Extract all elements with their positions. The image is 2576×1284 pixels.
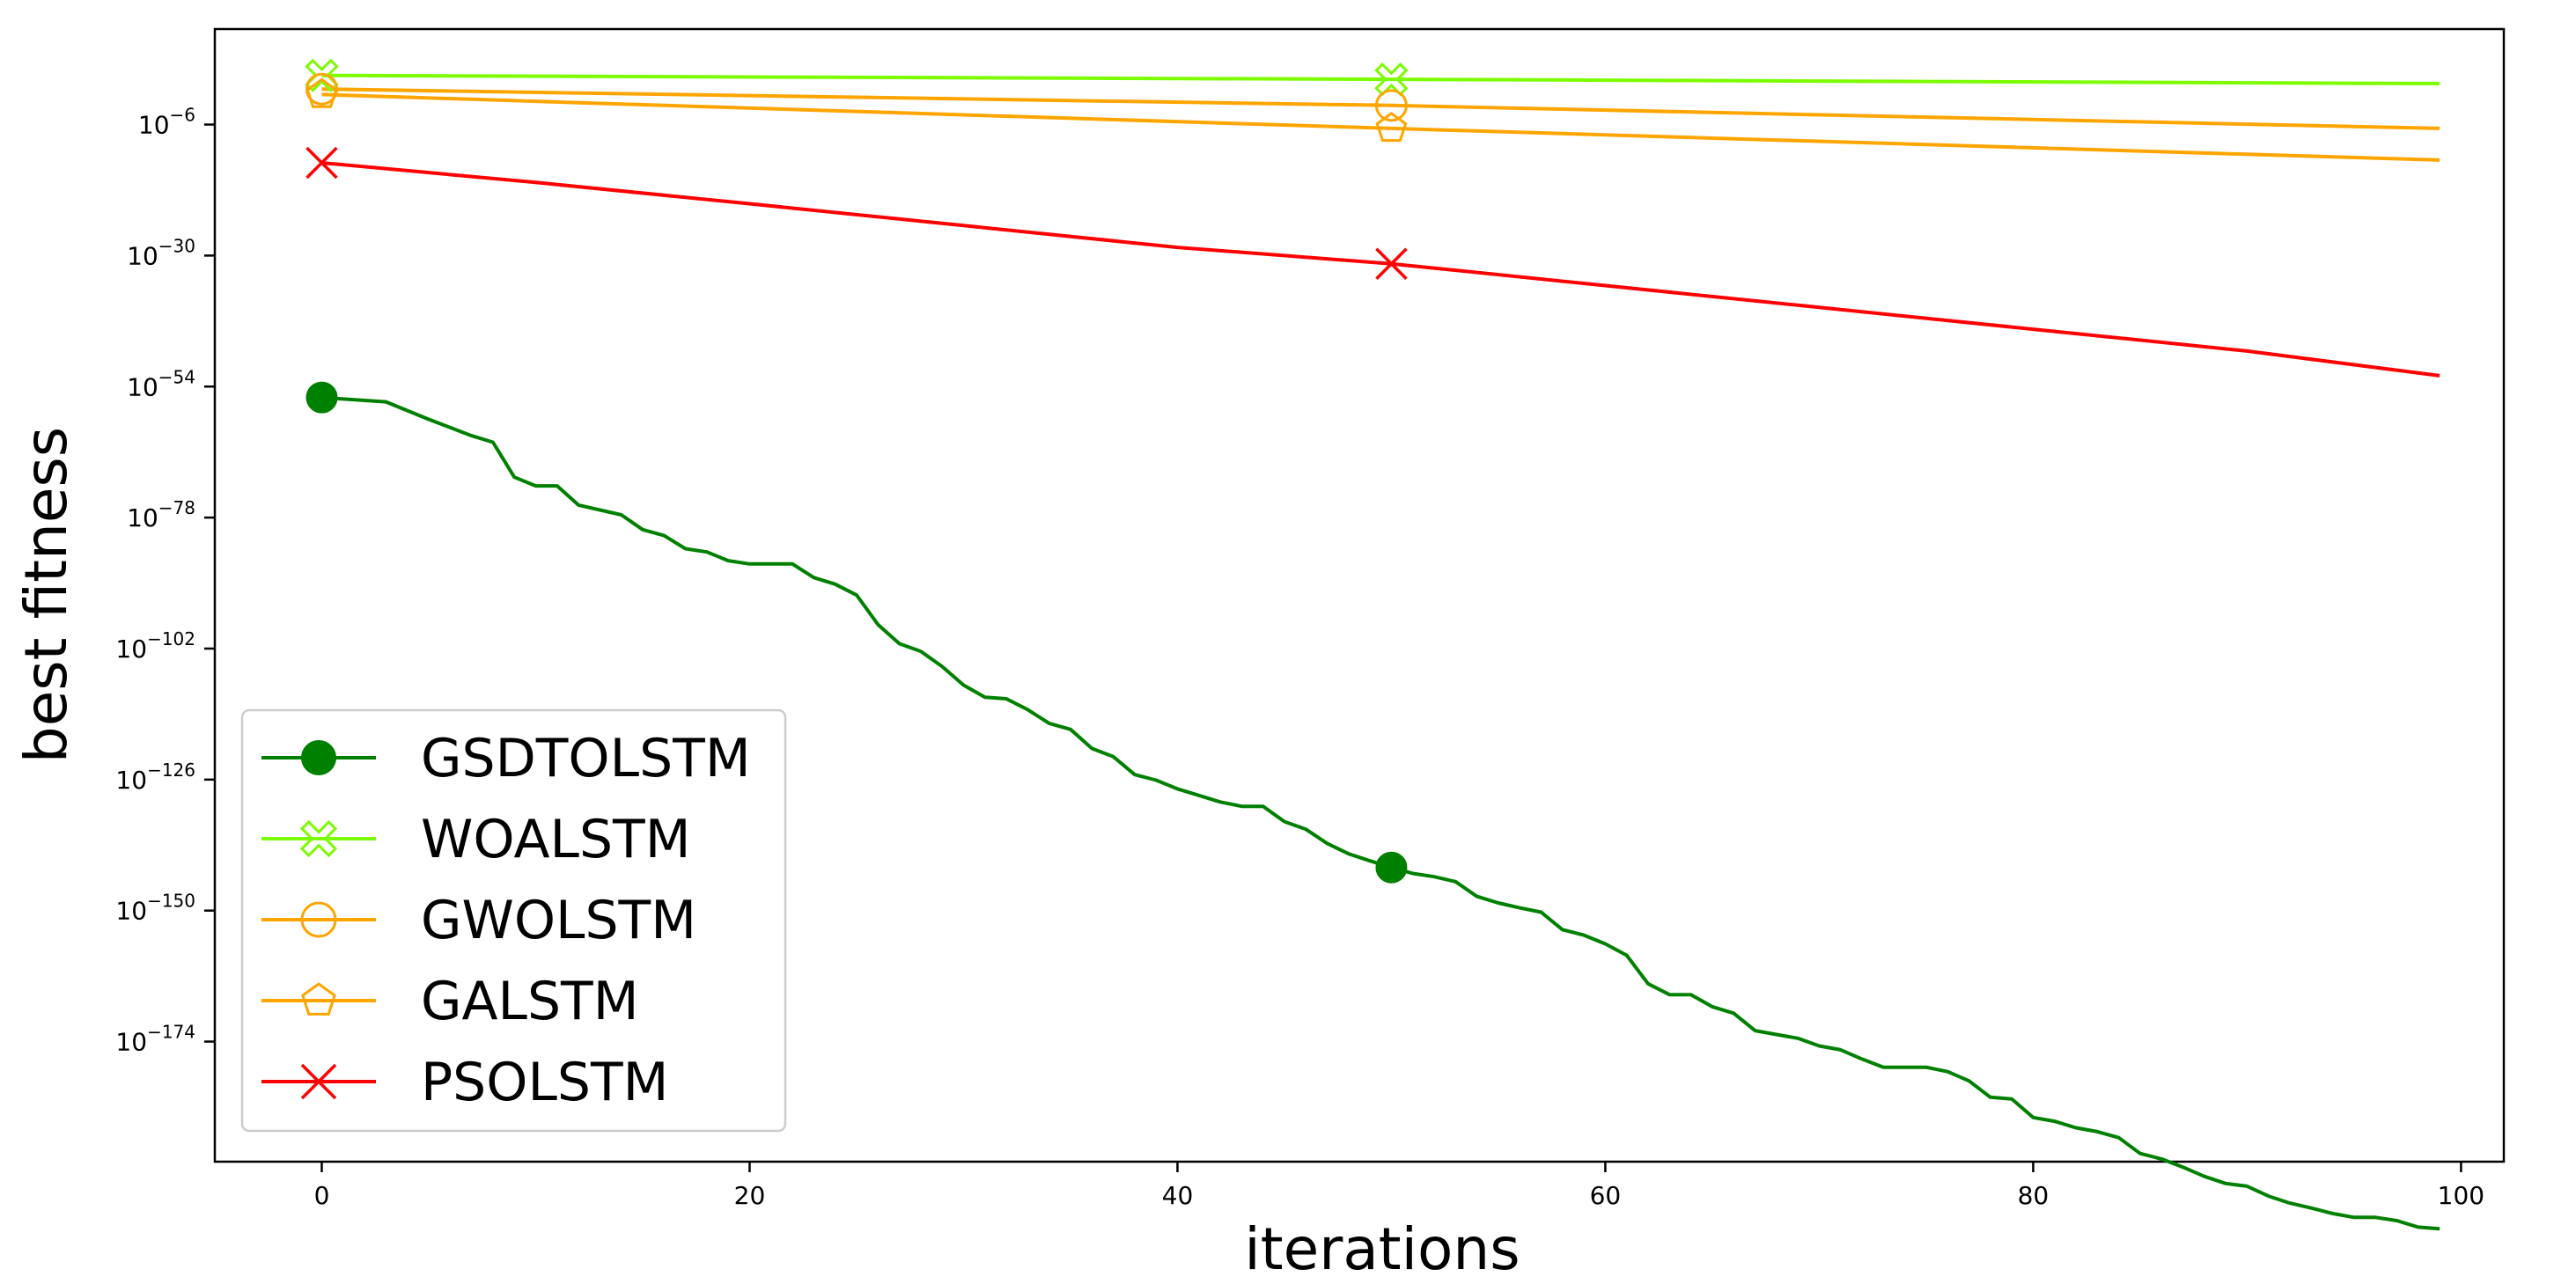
y-tick-exponent: −54 — [158, 366, 195, 387]
legend-frame — [240, 708, 787, 1133]
y-tick-base: 10 — [115, 635, 147, 664]
data-point-marker — [1374, 62, 1409, 97]
y-tick-exponent: −102 — [147, 628, 195, 649]
y-tick-label: 10−54 — [127, 366, 195, 401]
y-tick-base: 10 — [127, 372, 158, 401]
legend-label: WOALSTM — [421, 809, 690, 870]
legend-label: GALSTM — [421, 971, 638, 1032]
series-line-woalstm — [321, 73, 2440, 85]
data-point-marker — [1375, 112, 1408, 143]
y-tick-label: 10−78 — [127, 497, 195, 532]
y-tick-base: 10 — [138, 111, 170, 140]
legend-marker — [301, 982, 336, 1016]
series-layer — [305, 58, 2440, 1231]
y-tick-exponent: −6 — [170, 105, 195, 126]
x-tick-label: 0 — [314, 1181, 330, 1210]
y-tick-base: 10 — [115, 897, 147, 926]
x-tick-label: 80 — [2018, 1181, 2050, 1210]
series-line-gwolstm — [321, 87, 2440, 130]
y-axis-label: best fitness — [12, 427, 80, 763]
x-tick-label: 100 — [2438, 1181, 2484, 1210]
y-tick-base: 10 — [127, 241, 158, 270]
legend: GSDTOLSTM WOALSTM GWOLSTM GALSTM PSOLSTM — [240, 708, 787, 1133]
y-tick-label: 10−126 — [115, 759, 195, 795]
y-tick-exponent: −150 — [147, 891, 195, 912]
series-line-galstm — [321, 92, 2440, 162]
series-line-gsdtolstm — [321, 395, 2440, 1231]
data-point-marker — [305, 381, 338, 414]
data-point-marker — [305, 146, 338, 180]
y-tick-exponent: −78 — [158, 497, 195, 518]
legend-marker — [301, 740, 336, 775]
legend-label: PSOLSTM — [421, 1052, 668, 1113]
legend-marker — [300, 901, 337, 938]
y-tick-exponent: −174 — [147, 1022, 195, 1043]
data-point-marker — [1375, 247, 1408, 280]
data-point-marker — [305, 58, 339, 92]
y-axis-ticks: 10−610−3010−5410−7810−10210−12610−15010−… — [115, 105, 215, 1057]
legend-label: GWOLSTM — [421, 890, 696, 951]
data-point-marker — [1374, 89, 1408, 122]
y-tick-label: 10−102 — [115, 628, 195, 664]
x-tick-label: 20 — [734, 1181, 766, 1210]
y-tick-exponent: −30 — [158, 235, 195, 256]
legend-marker — [300, 1063, 337, 1100]
y-tick-base: 10 — [115, 1028, 147, 1057]
y-tick-base: 10 — [115, 766, 147, 795]
legend-label: GSDTOLSTM — [421, 728, 751, 789]
y-tick-exponent: −126 — [147, 759, 195, 781]
y-tick-label: 10−150 — [115, 891, 195, 926]
x-axis-label: iterations — [1244, 1215, 1520, 1283]
x-tick-label: 60 — [1590, 1181, 1622, 1210]
y-tick-label: 10−174 — [115, 1022, 195, 1057]
legend-marker — [299, 819, 338, 858]
x-axis-ticks: 0 20 40 60 80 100 — [314, 1162, 2484, 1210]
data-point-marker — [305, 77, 338, 108]
y-tick-base: 10 — [127, 503, 158, 532]
plot-area-frame — [213, 27, 2506, 1163]
x-tick-label: 40 — [1162, 1181, 1194, 1210]
y-tick-label: 10−6 — [138, 105, 195, 140]
data-point-marker — [1375, 851, 1408, 884]
y-tick-label: 10−30 — [127, 235, 195, 270]
